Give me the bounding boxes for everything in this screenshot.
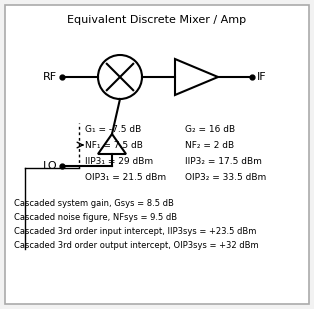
Text: Cascaded noise figure, NFsys = 9.5 dB: Cascaded noise figure, NFsys = 9.5 dB [14,214,177,222]
Text: NF₂ = 2 dB: NF₂ = 2 dB [185,141,234,150]
Text: Equivalent Discrete Mixer / Amp: Equivalent Discrete Mixer / Amp [68,15,246,25]
Text: Cascaded 3rd order output intercept, OIP3sys = +32 dBm: Cascaded 3rd order output intercept, OIP… [14,242,259,251]
Text: Cascaded 3rd order input intercept, IIP3sys = +23.5 dBm: Cascaded 3rd order input intercept, IIP3… [14,227,256,236]
Text: IF: IF [257,72,267,82]
Text: OIP3₂ = 33.5 dBm: OIP3₂ = 33.5 dBm [185,172,266,181]
Text: OIP3₁ = 21.5 dBm: OIP3₁ = 21.5 dBm [85,172,166,181]
Text: G₂ = 16 dB: G₂ = 16 dB [185,125,235,133]
Text: G₁ = -7.5 dB: G₁ = -7.5 dB [85,125,141,133]
Text: IIP3₁ = 29 dBm: IIP3₁ = 29 dBm [85,156,153,166]
Text: RF: RF [43,72,57,82]
Text: NF₁ = 7.5 dB: NF₁ = 7.5 dB [85,141,143,150]
Text: LO: LO [42,161,57,171]
Text: IIP3₂ = 17.5 dBm: IIP3₂ = 17.5 dBm [185,156,262,166]
Text: Cascaded system gain, Gsys = 8.5 dB: Cascaded system gain, Gsys = 8.5 dB [14,200,174,209]
FancyBboxPatch shape [5,5,309,304]
